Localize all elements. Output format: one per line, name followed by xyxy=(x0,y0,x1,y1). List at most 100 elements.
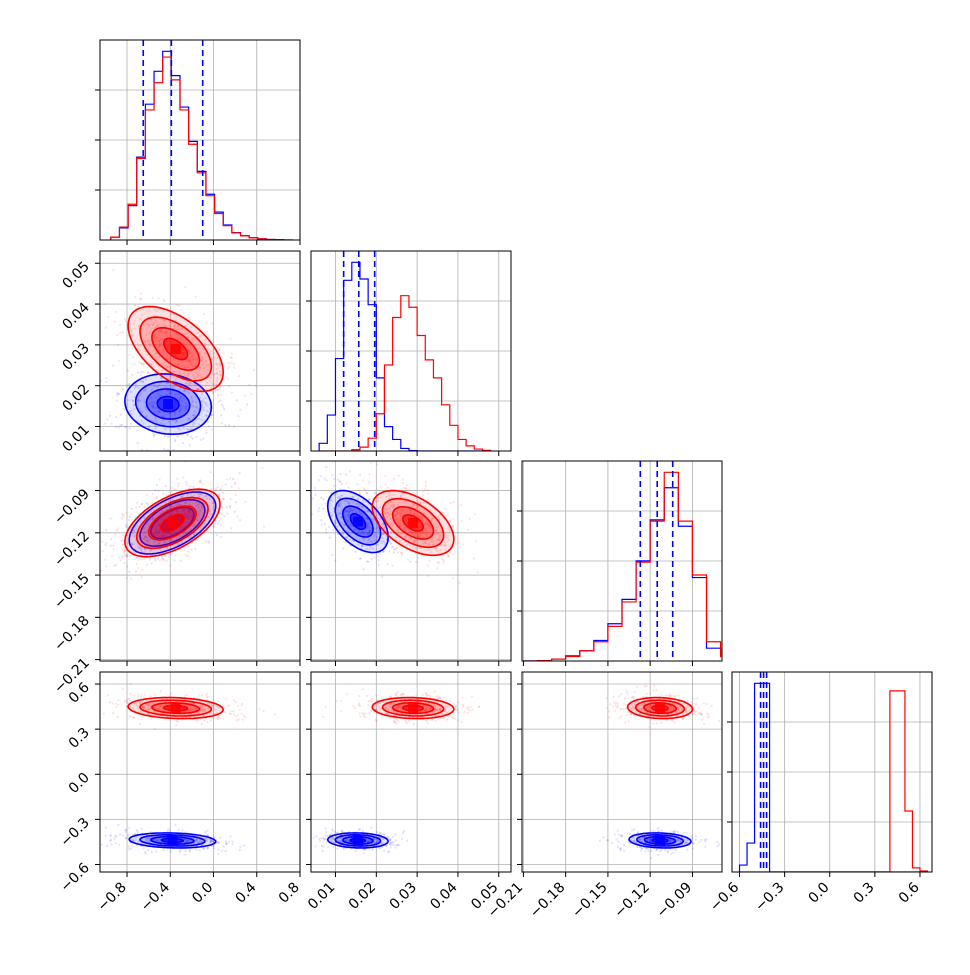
scatter-point xyxy=(191,549,193,551)
scatter-point xyxy=(443,559,445,561)
scatter-point xyxy=(394,833,396,835)
scatter-point xyxy=(606,707,608,709)
scatter-point xyxy=(130,847,132,849)
scatter-point xyxy=(355,850,357,852)
scatter-point xyxy=(353,705,355,707)
scatter-point xyxy=(339,481,341,483)
scatter-point xyxy=(453,702,455,704)
scatter-point xyxy=(325,831,327,833)
scatter-point xyxy=(427,575,429,577)
scatter-point xyxy=(228,363,230,365)
scatter-point xyxy=(358,490,360,492)
scatter-point xyxy=(129,699,131,701)
scatter-point xyxy=(700,839,702,841)
scatter-point xyxy=(362,688,364,690)
scatter-point xyxy=(427,499,429,501)
panel-content xyxy=(599,685,721,860)
scatter-point xyxy=(356,483,358,485)
scatter-point xyxy=(116,835,118,837)
scatter-point xyxy=(129,555,131,557)
scatter-point xyxy=(184,854,186,856)
scatter-point xyxy=(221,513,223,515)
scatter-point xyxy=(182,476,184,478)
scatter-point xyxy=(115,426,117,428)
scatter-point xyxy=(174,438,176,440)
scatter-point xyxy=(124,700,126,702)
scatter-point xyxy=(229,505,231,507)
scatter-point xyxy=(235,715,237,717)
scatter-point xyxy=(403,693,405,695)
scatter-point xyxy=(230,498,232,500)
scatter-point xyxy=(187,551,189,553)
scatter-point xyxy=(182,829,184,831)
scatter-point xyxy=(238,375,240,377)
scatter-point xyxy=(106,418,108,420)
scatter-point xyxy=(224,424,226,426)
scatter-point xyxy=(467,529,469,531)
scatter-point xyxy=(422,694,424,696)
scatter-point xyxy=(322,716,324,718)
scatter-point xyxy=(224,711,226,713)
scatter-point xyxy=(366,492,368,494)
scatter-point xyxy=(626,714,628,716)
scatter-point xyxy=(202,438,204,440)
scatter-point xyxy=(244,394,246,396)
scatter-point xyxy=(634,691,636,693)
scatter-point xyxy=(103,303,105,305)
scatter-point xyxy=(618,717,620,719)
scatter-point xyxy=(623,703,625,705)
scatter-point xyxy=(625,704,627,706)
scatter-point xyxy=(250,393,252,395)
scatter-point xyxy=(342,547,344,549)
scatter-point xyxy=(616,707,618,709)
scatter-point xyxy=(448,520,450,522)
contours-blue xyxy=(328,833,388,848)
scatter-point xyxy=(296,841,298,843)
scatter-point xyxy=(187,545,189,547)
scatter-point xyxy=(620,715,622,717)
scatter-point xyxy=(190,436,192,438)
scatter-point xyxy=(223,352,225,354)
scatter-point xyxy=(178,304,180,306)
scatter-point xyxy=(460,721,462,723)
scatter-point xyxy=(112,364,114,366)
y-tick-label: 0.3 xyxy=(66,725,93,752)
scatter-point xyxy=(380,486,382,488)
scatter-point xyxy=(131,374,133,376)
scatter-point xyxy=(152,432,154,434)
scatter-point xyxy=(156,484,158,486)
scatter-point xyxy=(147,849,149,851)
scatter-point xyxy=(141,503,143,505)
y-tick-label: −0.09 xyxy=(51,486,93,528)
scatter-point xyxy=(130,578,132,580)
scatter-point xyxy=(122,834,124,836)
scatter-point xyxy=(154,694,156,696)
scatter-point xyxy=(230,356,232,358)
scatter-point xyxy=(186,694,188,696)
scatter-point xyxy=(426,695,428,697)
scatter-point xyxy=(603,836,605,838)
scatter-point xyxy=(661,693,663,695)
scatter-point xyxy=(706,703,708,705)
scatter-point xyxy=(235,501,237,503)
scatter-point xyxy=(200,439,202,441)
scatter-point xyxy=(117,704,119,706)
scatter-point xyxy=(166,494,168,496)
scatter-point xyxy=(183,549,185,551)
scatter-point xyxy=(230,713,232,715)
scatter-point xyxy=(462,544,464,546)
scatter-point xyxy=(232,710,234,712)
scatter-point xyxy=(653,723,655,725)
scatter-point xyxy=(364,489,366,491)
scatter-point xyxy=(176,304,178,306)
scatter-point xyxy=(236,399,238,401)
y-tick-label: −0.15 xyxy=(51,571,93,613)
scatter-point xyxy=(237,415,239,417)
scatter-point xyxy=(239,846,241,848)
scatter-point xyxy=(698,707,700,709)
contours-blue xyxy=(129,833,216,848)
scatter-point xyxy=(397,551,399,553)
scatter-point xyxy=(427,722,429,724)
scatter-point xyxy=(125,512,127,514)
